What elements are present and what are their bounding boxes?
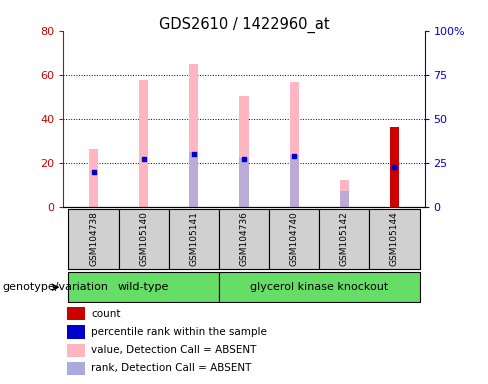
Bar <box>139 80 148 207</box>
Bar <box>68 272 219 302</box>
Bar <box>119 209 169 269</box>
Bar <box>240 158 248 207</box>
Bar <box>319 209 369 269</box>
Bar <box>290 81 299 207</box>
Bar <box>219 272 420 302</box>
Text: wild-type: wild-type <box>118 282 169 292</box>
Text: GSM105144: GSM105144 <box>390 212 399 266</box>
Bar <box>240 96 248 207</box>
Text: genotype/variation: genotype/variation <box>2 282 108 292</box>
Text: percentile rank within the sample: percentile rank within the sample <box>91 327 267 337</box>
Bar <box>340 180 349 207</box>
Bar <box>269 209 319 269</box>
Text: GSM105141: GSM105141 <box>189 212 198 266</box>
Text: GSM105142: GSM105142 <box>340 212 349 266</box>
Bar <box>67 307 85 320</box>
Bar <box>219 209 269 269</box>
Text: GSM104740: GSM104740 <box>290 212 299 266</box>
Text: GSM104736: GSM104736 <box>240 212 248 266</box>
Bar <box>390 127 399 207</box>
Text: count: count <box>91 309 121 319</box>
Bar <box>290 156 299 207</box>
Bar <box>340 191 349 207</box>
Bar <box>369 209 420 269</box>
Text: value, Detection Call = ABSENT: value, Detection Call = ABSENT <box>91 345 257 355</box>
Bar <box>89 149 98 207</box>
Bar <box>67 344 85 357</box>
Bar <box>189 64 198 207</box>
Text: rank, Detection Call = ABSENT: rank, Detection Call = ABSENT <box>91 364 252 374</box>
Text: GSM104738: GSM104738 <box>89 212 98 266</box>
Text: GDS2610 / 1422960_at: GDS2610 / 1422960_at <box>159 17 329 33</box>
Text: glycerol kinase knockout: glycerol kinase knockout <box>250 282 388 292</box>
Bar <box>68 209 119 269</box>
Bar <box>169 209 219 269</box>
Bar <box>67 326 85 339</box>
Text: GSM105140: GSM105140 <box>139 212 148 266</box>
Bar <box>189 152 198 207</box>
Bar <box>67 362 85 375</box>
